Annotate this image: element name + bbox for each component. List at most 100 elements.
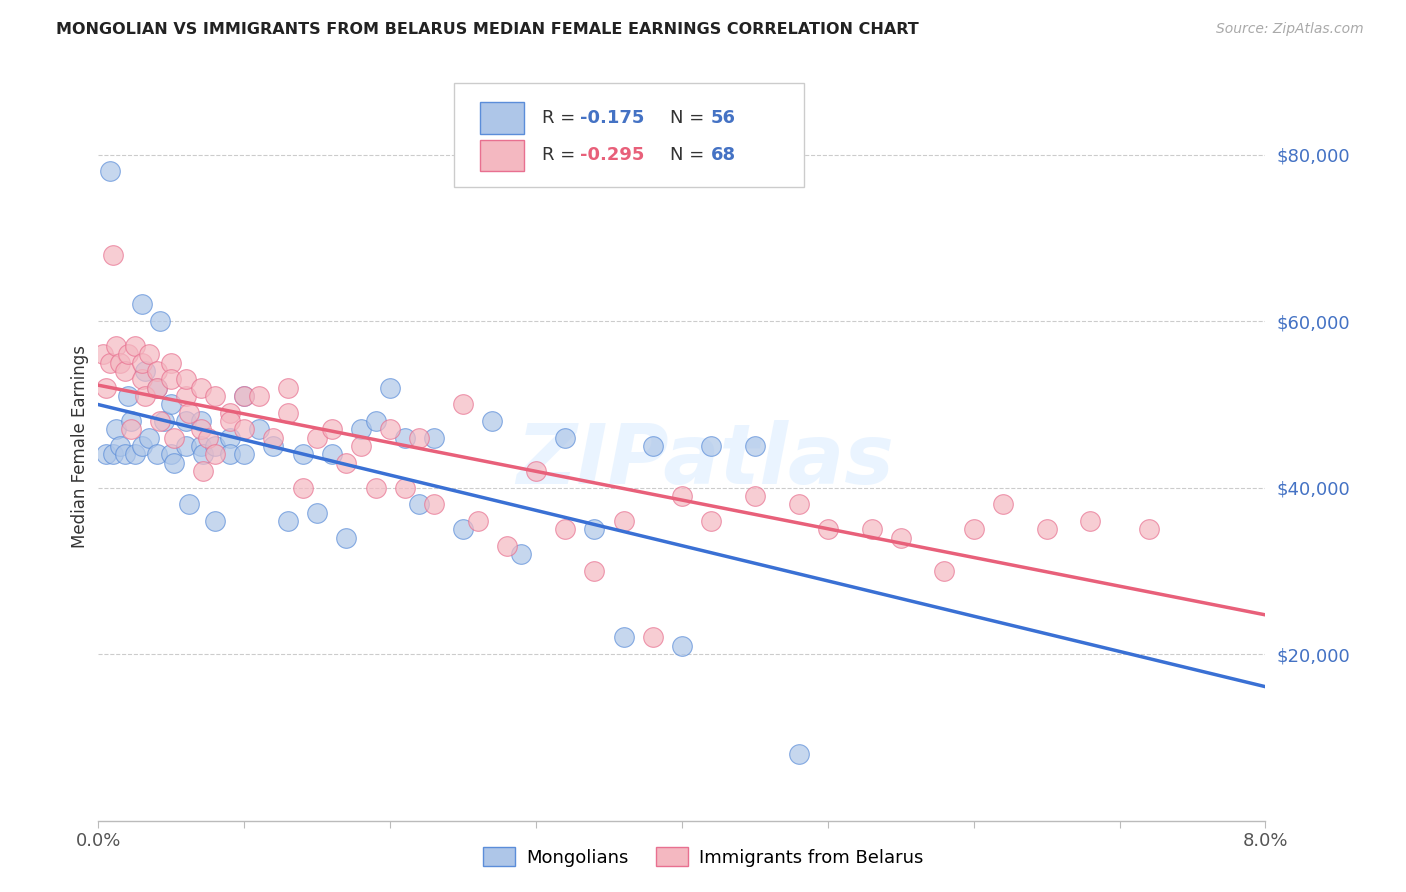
Point	[510, 547, 533, 561]
Legend: Mongolians, Immigrants from Belarus: Mongolians, Immigrants from Belarus	[475, 840, 931, 874]
Point	[193, 447, 215, 461]
Point	[101, 247, 124, 261]
Point	[149, 314, 172, 328]
Point	[671, 639, 693, 653]
Point	[787, 747, 810, 761]
Point	[160, 397, 183, 411]
Point	[120, 422, 142, 436]
Point	[583, 522, 606, 536]
Point	[307, 506, 329, 520]
Point	[408, 497, 430, 511]
Point	[91, 347, 114, 361]
Text: Source: ZipAtlas.com: Source: ZipAtlas.com	[1216, 22, 1364, 37]
Point	[204, 514, 226, 528]
Point	[174, 372, 197, 386]
Point	[131, 297, 153, 311]
Point	[321, 422, 343, 436]
Point	[991, 497, 1014, 511]
Point	[197, 431, 219, 445]
Point	[641, 631, 664, 645]
Point	[350, 439, 373, 453]
Point	[177, 406, 200, 420]
Point	[1035, 522, 1057, 536]
Point	[146, 364, 169, 378]
Point	[190, 422, 212, 436]
Point	[247, 389, 270, 403]
Point	[277, 381, 299, 395]
Point	[321, 447, 343, 461]
Point	[291, 481, 314, 495]
Point	[131, 356, 153, 370]
Point	[451, 522, 474, 536]
Point	[612, 631, 634, 645]
Point	[124, 339, 146, 353]
Point	[190, 381, 212, 395]
Point	[817, 522, 839, 536]
Point	[380, 381, 402, 395]
Point	[700, 439, 723, 453]
Point	[554, 522, 576, 536]
Point	[496, 539, 519, 553]
Text: N =: N =	[671, 109, 710, 127]
Point	[104, 339, 127, 353]
Point	[146, 381, 169, 395]
Point	[962, 522, 984, 536]
Point	[641, 439, 664, 453]
Point	[744, 489, 766, 503]
Point	[174, 439, 197, 453]
Point	[860, 522, 883, 536]
Text: ZIPatlas: ZIPatlas	[516, 420, 894, 501]
Point	[218, 414, 240, 428]
Point	[671, 489, 693, 503]
Point	[204, 389, 226, 403]
Point	[134, 364, 156, 378]
Point	[612, 514, 634, 528]
FancyBboxPatch shape	[479, 102, 524, 134]
Point	[233, 389, 256, 403]
Point	[307, 431, 329, 445]
Point	[98, 356, 121, 370]
Point	[131, 439, 153, 453]
Point	[160, 356, 183, 370]
Point	[554, 431, 576, 445]
Point	[335, 456, 357, 470]
Point	[160, 447, 183, 461]
Point	[163, 431, 186, 445]
Text: 68: 68	[711, 146, 737, 164]
FancyBboxPatch shape	[479, 139, 524, 171]
Point	[394, 481, 416, 495]
Point	[163, 456, 186, 470]
Point	[190, 439, 212, 453]
Text: -0.295: -0.295	[581, 146, 645, 164]
Point	[364, 481, 387, 495]
Y-axis label: Median Female Earnings: Median Female Earnings	[70, 344, 89, 548]
Point	[380, 422, 402, 436]
Text: -0.175: -0.175	[581, 109, 645, 127]
Point	[408, 431, 430, 445]
Point	[423, 431, 446, 445]
Point	[138, 347, 160, 361]
Point	[423, 497, 446, 511]
Text: R =: R =	[541, 146, 581, 164]
Point	[104, 422, 127, 436]
Point	[934, 564, 956, 578]
Point	[114, 364, 136, 378]
Point	[364, 414, 387, 428]
Point	[146, 447, 169, 461]
Point	[117, 389, 139, 403]
Point	[110, 356, 132, 370]
Point	[277, 406, 299, 420]
Point	[153, 414, 176, 428]
Point	[262, 439, 284, 453]
Point	[218, 447, 240, 461]
Point	[481, 414, 503, 428]
Point	[174, 389, 197, 403]
Text: MONGOLIAN VS IMMIGRANTS FROM BELARUS MEDIAN FEMALE EARNINGS CORRELATION CHART: MONGOLIAN VS IMMIGRANTS FROM BELARUS MED…	[56, 22, 920, 37]
Point	[451, 397, 474, 411]
Point	[247, 422, 270, 436]
Point	[233, 389, 256, 403]
Point	[110, 439, 132, 453]
Point	[134, 389, 156, 403]
Point	[394, 431, 416, 445]
Point	[94, 447, 117, 461]
